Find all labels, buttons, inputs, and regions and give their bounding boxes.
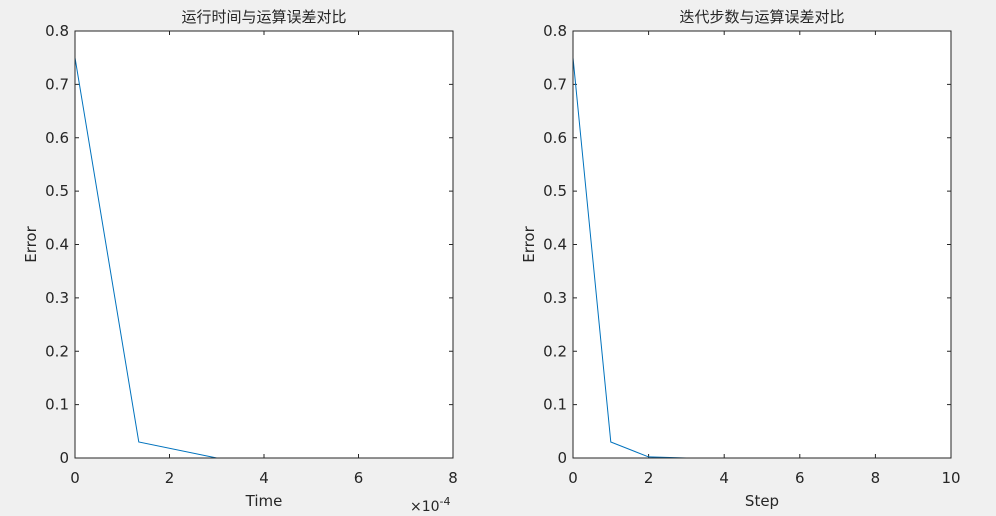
- right-x-tick-label: 2: [644, 469, 654, 487]
- left-x-exponent-base: ×10: [410, 499, 440, 515]
- right-y-tick-label: 0.7: [543, 75, 567, 93]
- right-axes-box: [572, 30, 952, 459]
- right-y-tick-label: 0.2: [543, 342, 567, 360]
- right-x-tick-label: 8: [871, 469, 881, 487]
- right-y-tick-label: 0.1: [543, 396, 567, 414]
- left-x-axis-label: Time: [245, 492, 283, 510]
- right-ticks: 0 0.1 0.2 0.3 0.4 0.5 0.6 0.7 0.8 0 2 4 6 8 10: [543, 22, 960, 487]
- left-y-tick-label: 0.1: [45, 396, 69, 414]
- right-x-tick-label: 0: [568, 469, 578, 487]
- right-y-tick-label: 0.8: [543, 22, 567, 40]
- right-x-axis-label: Step: [745, 492, 779, 510]
- right-y-tick-label: 0.3: [543, 289, 567, 307]
- left-y-tick-label: 0.7: [45, 75, 69, 93]
- right-y-tick-label: 0.4: [543, 236, 567, 254]
- left-x-tick-label: 6: [354, 469, 364, 487]
- left-x-exponent-label: ×10-4: [410, 495, 451, 515]
- left-y-tick-label: 0.4: [45, 236, 69, 254]
- right-x-tick-label: 4: [719, 469, 729, 487]
- left-chart-title: 运行时间与运算误差对比: [181, 8, 346, 26]
- left-y-tick-label: 0.5: [45, 182, 69, 200]
- right-x-tick-label: 10: [941, 469, 960, 487]
- right-plot-area: [573, 31, 951, 458]
- left-x-exponent-power: -4: [440, 495, 451, 508]
- right-y-axis-label: Error: [520, 225, 538, 262]
- left-y-tick-label: 0.3: [45, 289, 69, 307]
- left-axes-box: [74, 30, 454, 459]
- right-y-tick-label: 0.5: [543, 182, 567, 200]
- left-x-tick-label: 8: [448, 469, 458, 487]
- left-plot-area: [75, 31, 453, 458]
- right-x-tick-label: 6: [795, 469, 805, 487]
- left-x-tick-label: 4: [259, 469, 269, 487]
- right-chart-title: 迭代步数与运算误差对比: [679, 8, 844, 26]
- right-y-tick-label: 0: [557, 449, 567, 467]
- left-y-tick-label: 0.8: [45, 22, 69, 40]
- right-chart: 迭代步数与运算误差对比 Step Error 00.10.20.30.40.50…: [520, 8, 961, 510]
- left-y-axis-label: Error: [22, 225, 40, 262]
- left-y-tick-label: 0.2: [45, 342, 69, 360]
- left-x-tick-label: 2: [165, 469, 175, 487]
- left-y-tick-label: 0.6: [45, 129, 69, 147]
- left-chart: 运行时间与运算误差对比 Time Error ×10-4 00.10.20.30…: [22, 8, 458, 515]
- left-y-tick-label: 0: [59, 449, 69, 467]
- left-ticks: 0 0.1 0.2 0.3 0.4 0.5 0.6 0.7 0.8 0 2 4 6 8: [45, 22, 458, 487]
- right-y-tick-label: 0.6: [543, 129, 567, 147]
- left-x-tick-label: 0: [70, 469, 80, 487]
